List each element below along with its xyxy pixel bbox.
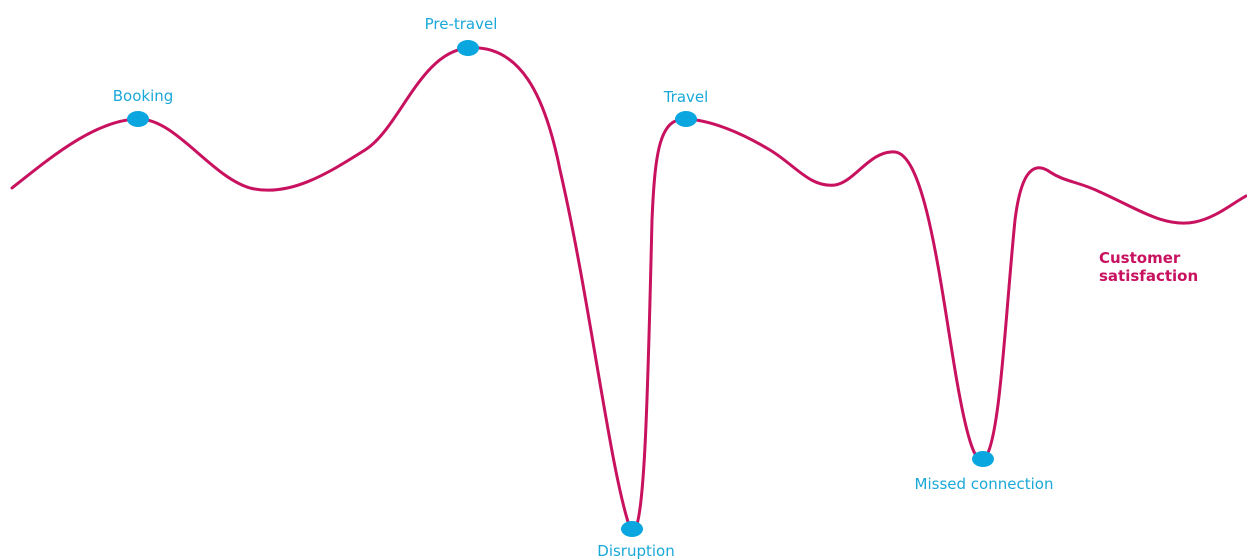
stage-label-pre-travel: Pre-travel: [425, 15, 498, 33]
stage-marker-travel: [675, 111, 697, 127]
stage-marker-missed-connection: [972, 451, 994, 467]
curve-label-customer: Customer: [1099, 249, 1181, 267]
stage-label-missed-connection: Missed connection: [915, 475, 1054, 493]
curve-label-satisfaction: satisfaction: [1099, 267, 1198, 285]
stage-marker-disruption: [621, 521, 643, 537]
satisfaction-curve: [10, 46, 1247, 533]
stage-label-booking: Booking: [113, 87, 174, 105]
stage-marker-booking: [127, 111, 149, 127]
stage-marker-pre-travel: [457, 40, 479, 56]
stage-label-disruption: Disruption: [597, 542, 674, 560]
stage-label-travel: Travel: [663, 88, 709, 106]
